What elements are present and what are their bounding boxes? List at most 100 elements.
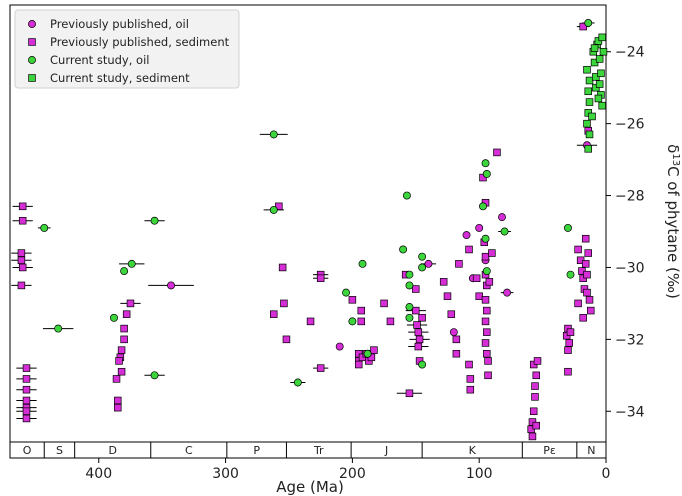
period-label-Pε: Pε xyxy=(543,444,556,457)
data-point xyxy=(405,270,414,279)
data-point xyxy=(484,371,492,380)
data-point xyxy=(584,87,592,96)
series-2 xyxy=(37,19,595,387)
legend-marker xyxy=(28,20,36,28)
data-point xyxy=(475,223,484,232)
data-point xyxy=(565,339,573,347)
data-point xyxy=(424,259,433,268)
data-point xyxy=(566,328,575,336)
data-point xyxy=(466,385,475,394)
data-point xyxy=(269,130,278,139)
period-label-Tr: Tr xyxy=(313,444,324,457)
data-point xyxy=(405,389,414,398)
data-point xyxy=(414,328,423,336)
x-axis-title: Age (Ma) xyxy=(276,478,344,496)
data-point xyxy=(167,281,175,290)
data-point xyxy=(532,421,541,430)
data-point xyxy=(579,314,587,322)
data-point xyxy=(533,357,542,365)
data-point xyxy=(485,278,494,286)
data-point xyxy=(120,324,128,333)
data-point xyxy=(18,263,27,272)
data-point xyxy=(584,19,593,27)
data-point xyxy=(114,403,122,412)
data-point xyxy=(531,393,539,401)
data-point xyxy=(583,65,591,74)
data-point xyxy=(120,267,129,275)
y-tick-label: −28 xyxy=(615,189,645,205)
data-point xyxy=(112,375,121,383)
y-tick-label: −32 xyxy=(615,332,645,348)
data-point xyxy=(439,278,448,286)
period-label-K: K xyxy=(469,444,477,457)
y-tick-label: −34 xyxy=(615,404,645,420)
data-point xyxy=(598,33,606,42)
legend-label: Current study, sediment xyxy=(50,71,190,85)
data-point xyxy=(280,299,288,308)
x-tick-label: 300 xyxy=(212,466,239,482)
period-label-J: J xyxy=(384,444,388,457)
period-label-D: D xyxy=(108,444,116,457)
data-point xyxy=(342,288,350,297)
data-point xyxy=(54,324,63,333)
y-tick-label: −26 xyxy=(615,117,645,133)
period-label-C: C xyxy=(185,444,193,457)
data-point xyxy=(465,360,473,369)
data-point xyxy=(462,231,471,240)
data-point xyxy=(22,364,31,372)
data-point xyxy=(22,407,31,416)
legend-marker xyxy=(28,38,36,46)
data-point xyxy=(447,310,456,318)
data-point xyxy=(370,346,378,354)
data-point xyxy=(115,357,123,365)
data-point xyxy=(595,55,604,63)
data-point xyxy=(386,317,395,326)
data-point xyxy=(306,317,315,326)
data-point xyxy=(357,306,366,315)
data-point xyxy=(483,328,491,336)
data-point xyxy=(117,367,126,376)
data-point xyxy=(278,263,287,272)
data-point xyxy=(413,321,421,329)
data-point xyxy=(503,288,512,297)
data-point xyxy=(380,299,388,308)
data-point xyxy=(269,205,278,214)
data-point xyxy=(405,313,414,322)
data-point xyxy=(590,44,599,52)
data-point xyxy=(529,407,538,416)
data-point xyxy=(110,313,118,322)
data-point xyxy=(402,191,411,200)
legend-label: Previously published, oil xyxy=(50,17,189,31)
data-point xyxy=(418,314,426,322)
data-point xyxy=(564,367,572,376)
data-point xyxy=(22,385,31,394)
data-point xyxy=(481,234,490,243)
data-point xyxy=(574,245,582,254)
data-point xyxy=(482,170,491,178)
data-point xyxy=(595,80,604,88)
data-point xyxy=(418,360,427,369)
data-point xyxy=(348,296,357,304)
period-label-O: O xyxy=(23,444,32,457)
data-point xyxy=(475,292,483,300)
data-point xyxy=(449,328,458,337)
data-point xyxy=(452,349,461,358)
data-point xyxy=(399,245,408,254)
data-point xyxy=(122,310,131,318)
y-tick-label: −30 xyxy=(615,260,645,276)
data-point xyxy=(597,69,605,78)
x-tick-label: 0 xyxy=(602,466,611,482)
data-point xyxy=(418,252,427,261)
legend-marker xyxy=(28,74,36,82)
data-point xyxy=(405,303,414,311)
data-point xyxy=(126,299,135,308)
data-point xyxy=(472,274,481,282)
data-point xyxy=(465,245,473,254)
data-point xyxy=(357,317,366,326)
data-point xyxy=(531,382,539,390)
data-point xyxy=(282,335,291,344)
data-point xyxy=(574,299,582,308)
legend-marker xyxy=(28,56,36,64)
data-point xyxy=(17,256,26,265)
